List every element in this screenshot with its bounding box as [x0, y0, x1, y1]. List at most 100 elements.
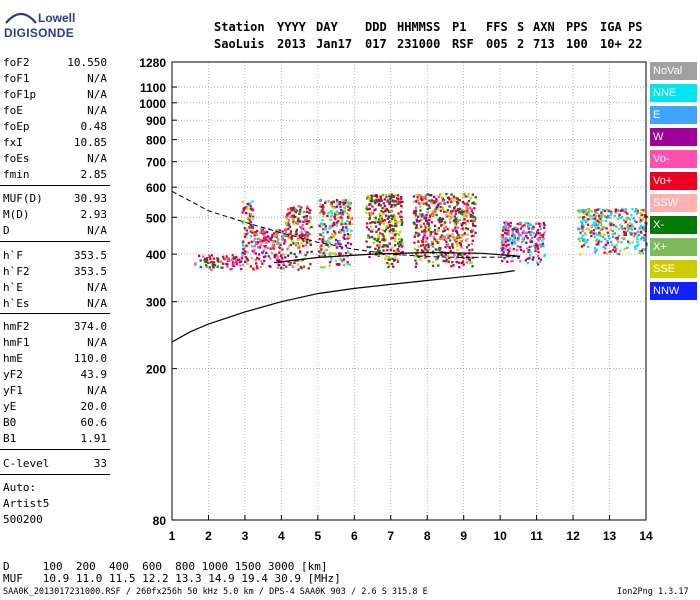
- param-value: N/A: [87, 72, 107, 85]
- echo-point: [300, 242, 303, 245]
- echo-point: [246, 251, 249, 254]
- echo-point: [584, 219, 587, 222]
- legend-item-e: E: [650, 106, 697, 124]
- echo-point: [472, 201, 476, 204]
- echo-point: [419, 194, 422, 197]
- echo-point: [505, 245, 508, 248]
- echo-point: [383, 236, 386, 239]
- echo-point: [297, 268, 300, 271]
- echo-point: [285, 215, 288, 219]
- echo-point: [526, 257, 529, 260]
- autoscale-line1: Auto:: [3, 481, 37, 494]
- echo-point: [431, 242, 435, 246]
- echo-point: [348, 221, 351, 224]
- echo-point: [282, 232, 285, 235]
- param-row: foF2 10.550: [3, 55, 107, 70]
- echo-point: [607, 235, 610, 238]
- echo-point: [453, 239, 456, 242]
- echo-point: [594, 211, 597, 214]
- echo-point: [377, 196, 381, 199]
- echo-point: [587, 209, 591, 213]
- echo-point: [394, 217, 397, 221]
- header-value-axn: 713: [533, 37, 555, 51]
- echo-point: [623, 230, 626, 233]
- echo-point: [456, 237, 459, 240]
- echo-point: [539, 243, 542, 246]
- echo-point: [595, 223, 598, 227]
- echo-point: [596, 220, 599, 223]
- echo-point: [435, 239, 438, 243]
- echo-point: [529, 233, 532, 236]
- echo-point: [626, 218, 629, 221]
- echo-point: [581, 221, 584, 224]
- echo-point: [501, 229, 505, 232]
- echo-point: [456, 209, 459, 212]
- echo-point: [598, 208, 601, 211]
- echo-point: [382, 249, 385, 252]
- echo-point: [365, 211, 368, 214]
- echo-point: [587, 214, 590, 217]
- echo-point: [334, 259, 337, 262]
- echo-point: [414, 231, 418, 234]
- echo-point: [276, 242, 279, 245]
- echo-point: [604, 219, 607, 223]
- echo-point: [290, 209, 293, 212]
- echo-point: [589, 215, 592, 218]
- echo-point: [321, 222, 324, 225]
- echo-point: [513, 238, 516, 242]
- echo-point: [262, 249, 265, 252]
- echo-point: [543, 226, 546, 229]
- echo-point: [289, 243, 292, 247]
- param-row: foEs N/A: [3, 151, 107, 166]
- echo-point: [388, 195, 391, 198]
- legend-item-noval: NoVal: [650, 62, 697, 80]
- echo-point: [462, 193, 465, 196]
- echo-point: [433, 211, 437, 214]
- echo-point: [289, 252, 293, 255]
- echo-point: [250, 207, 253, 211]
- echo-point: [593, 214, 596, 217]
- echo-point: [543, 253, 547, 257]
- echo-point: [467, 211, 470, 214]
- echo-point: [304, 236, 307, 240]
- echo-point: [253, 234, 256, 237]
- echo-point: [383, 207, 386, 210]
- echo-point: [307, 267, 310, 270]
- echo-point: [297, 217, 300, 220]
- echo-point: [323, 240, 327, 243]
- echo-point: [210, 268, 213, 272]
- echo-point: [448, 198, 451, 201]
- echo-point: [639, 211, 642, 215]
- echo-point: [400, 219, 403, 222]
- echo-point: [335, 246, 338, 249]
- echo-point: [321, 219, 324, 222]
- echo-point: [638, 216, 641, 219]
- echo-point: [456, 202, 460, 205]
- echo-point: [343, 199, 346, 202]
- echo-point: [537, 239, 540, 242]
- echo-point: [440, 253, 443, 256]
- echo-point: [242, 244, 245, 247]
- param-value: 2.93: [80, 208, 108, 221]
- echo-point: [600, 211, 603, 214]
- echo-point: [388, 258, 391, 261]
- echo-point: [263, 235, 266, 238]
- echo-point: [579, 220, 583, 223]
- echo-point: [269, 257, 272, 260]
- echo-point: [594, 222, 597, 225]
- echo-point: [438, 249, 441, 252]
- echo-point: [387, 215, 390, 218]
- echo-point: [398, 241, 401, 244]
- echo-point: [396, 242, 400, 245]
- echo-point: [621, 227, 624, 230]
- legend-item-nne: NNE: [650, 84, 697, 102]
- echo-point: [328, 264, 332, 267]
- echo-point: [626, 246, 629, 249]
- echo-point: [338, 252, 341, 255]
- echo-point: [441, 206, 444, 209]
- echo-point: [400, 251, 403, 254]
- echo-point: [265, 236, 268, 239]
- echo-point: [375, 251, 378, 254]
- echo-point: [400, 223, 403, 226]
- echo-point: [429, 234, 432, 238]
